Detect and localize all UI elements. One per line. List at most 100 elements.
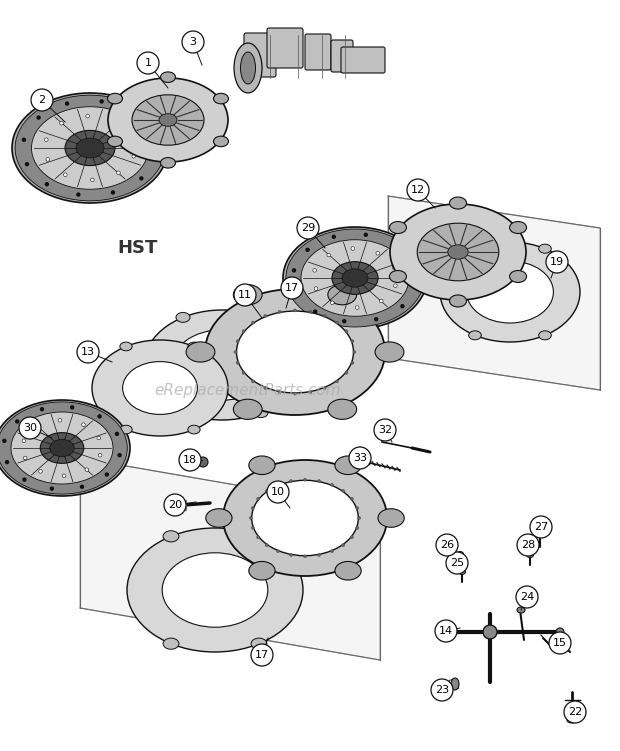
Circle shape [236, 361, 239, 364]
FancyBboxPatch shape [331, 40, 353, 72]
Circle shape [394, 284, 397, 288]
Circle shape [46, 158, 50, 161]
Polygon shape [388, 196, 600, 390]
Ellipse shape [375, 342, 404, 362]
Circle shape [379, 299, 383, 303]
Ellipse shape [450, 295, 466, 307]
Circle shape [327, 253, 330, 257]
Ellipse shape [539, 330, 551, 339]
Circle shape [330, 301, 334, 305]
Circle shape [117, 171, 120, 174]
Circle shape [112, 191, 115, 194]
Circle shape [132, 155, 136, 158]
Circle shape [353, 351, 356, 354]
Circle shape [436, 534, 458, 556]
Circle shape [91, 178, 94, 182]
Ellipse shape [123, 361, 197, 415]
Ellipse shape [241, 52, 255, 84]
Ellipse shape [132, 95, 204, 145]
Ellipse shape [283, 227, 427, 329]
Circle shape [105, 473, 108, 476]
Ellipse shape [120, 342, 132, 351]
Circle shape [99, 454, 102, 457]
Circle shape [25, 163, 29, 166]
Ellipse shape [144, 310, 300, 420]
Ellipse shape [249, 456, 275, 475]
Circle shape [242, 371, 245, 374]
Circle shape [313, 269, 316, 272]
Circle shape [309, 310, 312, 313]
Circle shape [335, 380, 339, 383]
Ellipse shape [188, 425, 200, 434]
Circle shape [355, 306, 359, 309]
Circle shape [517, 534, 539, 556]
Circle shape [252, 321, 254, 324]
Ellipse shape [161, 72, 175, 83]
Circle shape [374, 419, 396, 441]
Circle shape [332, 235, 335, 238]
Circle shape [356, 507, 359, 510]
Ellipse shape [188, 342, 200, 351]
Circle shape [251, 526, 254, 529]
Circle shape [281, 277, 303, 299]
Ellipse shape [11, 412, 113, 484]
Circle shape [86, 114, 89, 118]
Ellipse shape [205, 289, 385, 415]
Circle shape [252, 380, 254, 383]
Circle shape [264, 315, 267, 318]
Ellipse shape [252, 481, 358, 556]
Ellipse shape [335, 456, 361, 475]
Text: 2: 2 [38, 95, 45, 105]
Ellipse shape [467, 261, 554, 323]
Circle shape [549, 632, 571, 654]
Ellipse shape [332, 261, 378, 294]
FancyBboxPatch shape [267, 28, 303, 68]
Ellipse shape [163, 638, 179, 650]
Ellipse shape [254, 312, 268, 322]
Text: 26: 26 [440, 540, 454, 550]
Ellipse shape [510, 270, 526, 282]
Ellipse shape [162, 553, 268, 627]
Circle shape [198, 457, 208, 467]
Ellipse shape [120, 425, 132, 434]
Circle shape [407, 179, 429, 201]
Circle shape [350, 535, 353, 538]
Circle shape [556, 628, 564, 636]
Circle shape [81, 485, 84, 488]
Circle shape [304, 478, 306, 481]
Ellipse shape [567, 717, 577, 723]
Ellipse shape [390, 204, 526, 300]
Circle shape [66, 102, 69, 105]
Circle shape [309, 391, 312, 394]
Ellipse shape [186, 342, 215, 362]
Text: 11: 11 [238, 290, 252, 300]
Ellipse shape [378, 508, 404, 527]
Circle shape [317, 480, 321, 483]
Text: 3: 3 [190, 37, 197, 47]
Circle shape [100, 100, 103, 103]
Circle shape [335, 321, 339, 324]
Circle shape [16, 420, 19, 423]
Text: 23: 23 [435, 685, 449, 695]
Text: 12: 12 [411, 185, 425, 195]
Circle shape [374, 318, 378, 321]
Circle shape [24, 456, 27, 460]
Circle shape [113, 119, 117, 123]
Ellipse shape [213, 136, 229, 146]
Circle shape [323, 315, 326, 318]
Circle shape [6, 460, 9, 463]
Ellipse shape [450, 197, 466, 209]
Circle shape [516, 586, 538, 608]
Ellipse shape [536, 532, 544, 538]
Circle shape [131, 110, 135, 113]
Text: 28: 28 [521, 540, 535, 550]
Text: 1: 1 [144, 58, 151, 68]
Ellipse shape [335, 562, 361, 580]
Text: 14: 14 [439, 626, 453, 636]
Ellipse shape [127, 528, 303, 652]
Circle shape [77, 193, 80, 196]
Ellipse shape [249, 562, 275, 580]
Text: 27: 27 [534, 522, 548, 532]
Circle shape [182, 31, 204, 53]
Circle shape [242, 330, 245, 333]
